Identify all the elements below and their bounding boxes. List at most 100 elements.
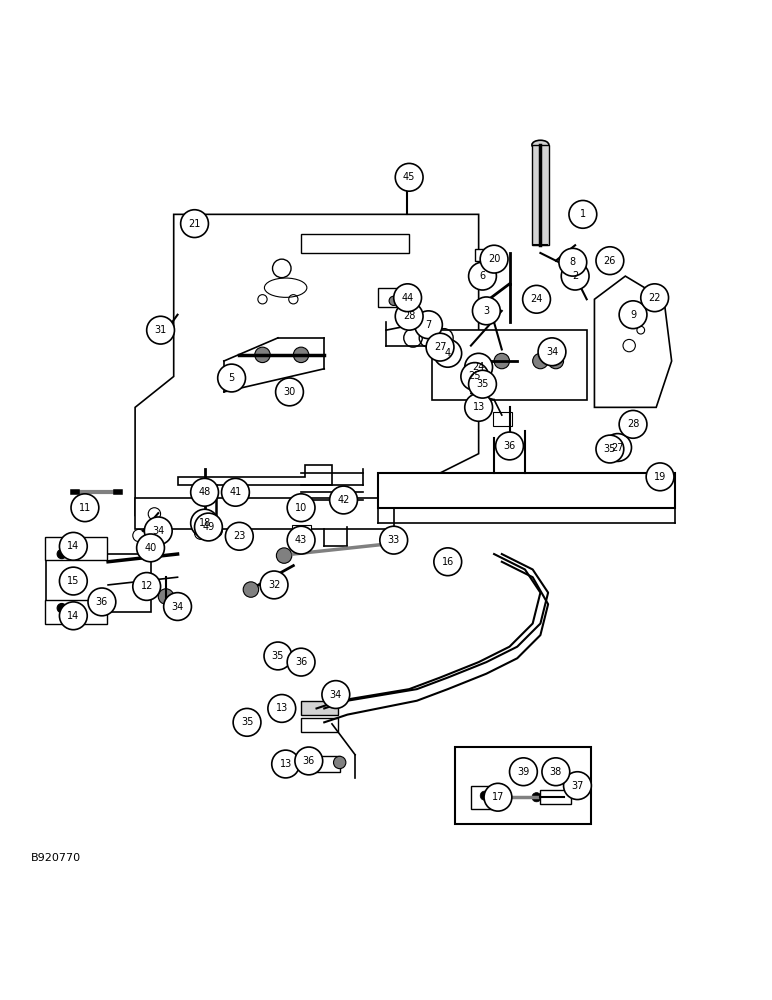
Bar (471, 786, 502, 809)
Bar (45, 600, 107, 624)
Circle shape (532, 793, 541, 802)
Text: 31: 31 (154, 325, 167, 335)
Circle shape (641, 284, 669, 312)
Circle shape (322, 681, 350, 708)
Text: 14: 14 (67, 541, 80, 551)
Text: 8: 8 (570, 257, 576, 267)
Text: 2: 2 (572, 271, 578, 281)
Circle shape (604, 434, 631, 461)
Circle shape (469, 262, 496, 290)
Ellipse shape (532, 140, 549, 150)
Text: 34: 34 (152, 526, 164, 536)
Circle shape (559, 248, 587, 276)
Circle shape (426, 333, 454, 361)
Text: 43: 43 (295, 535, 307, 545)
Text: 36: 36 (503, 441, 516, 451)
Text: 35: 35 (476, 379, 489, 389)
Circle shape (434, 339, 462, 367)
Circle shape (57, 603, 66, 613)
Circle shape (137, 534, 164, 562)
Text: 28: 28 (627, 419, 639, 429)
Circle shape (619, 410, 647, 438)
Text: 32: 32 (268, 580, 280, 590)
Circle shape (148, 508, 161, 520)
Text: 37: 37 (571, 781, 584, 791)
Bar (455, 747, 591, 824)
Circle shape (195, 513, 222, 541)
Text: 15: 15 (67, 576, 80, 586)
Circle shape (243, 582, 259, 597)
Circle shape (480, 245, 508, 273)
Text: 49: 49 (202, 522, 215, 532)
Circle shape (465, 393, 493, 421)
Text: 23: 23 (233, 531, 245, 541)
Polygon shape (378, 473, 676, 508)
Circle shape (59, 567, 87, 595)
Circle shape (646, 463, 674, 491)
Bar (301, 756, 340, 772)
Text: 13: 13 (472, 402, 485, 412)
Polygon shape (432, 330, 587, 400)
Circle shape (402, 171, 411, 180)
Circle shape (260, 571, 288, 599)
Circle shape (484, 783, 512, 811)
Text: 16: 16 (442, 557, 454, 567)
Text: 25: 25 (469, 371, 481, 381)
Text: 24: 24 (472, 362, 485, 372)
Text: 21: 21 (188, 219, 201, 229)
Circle shape (542, 758, 570, 786)
Circle shape (533, 353, 548, 369)
Text: 40: 40 (144, 543, 157, 553)
Text: 28: 28 (403, 311, 415, 321)
Circle shape (164, 593, 191, 620)
Text: 9: 9 (630, 310, 636, 320)
Circle shape (548, 353, 564, 369)
Circle shape (496, 432, 523, 460)
Text: 48: 48 (198, 487, 211, 497)
Circle shape (133, 573, 161, 600)
Bar (532, 145, 549, 245)
Circle shape (538, 338, 566, 366)
Text: 41: 41 (229, 487, 242, 497)
Circle shape (465, 353, 493, 381)
Circle shape (272, 750, 300, 778)
Circle shape (222, 478, 249, 506)
Text: 38: 38 (550, 767, 562, 777)
Text: 30: 30 (283, 387, 296, 397)
Circle shape (147, 316, 174, 344)
Text: 39: 39 (517, 767, 530, 777)
Circle shape (88, 588, 116, 616)
Polygon shape (301, 234, 409, 253)
Text: 44: 44 (401, 293, 414, 303)
Circle shape (158, 589, 174, 604)
Circle shape (218, 364, 245, 392)
Circle shape (59, 602, 87, 630)
Bar (292, 525, 311, 540)
Circle shape (191, 478, 218, 506)
Circle shape (619, 301, 647, 329)
Circle shape (395, 163, 423, 191)
Circle shape (287, 526, 315, 554)
Circle shape (564, 772, 591, 800)
Circle shape (494, 353, 510, 369)
Circle shape (197, 519, 212, 534)
Text: 27: 27 (434, 342, 446, 352)
Circle shape (276, 548, 292, 563)
Circle shape (461, 363, 489, 390)
Circle shape (210, 525, 222, 537)
Text: 36: 36 (96, 597, 108, 607)
Text: 22: 22 (648, 293, 661, 303)
Text: 10: 10 (295, 503, 307, 513)
Circle shape (191, 509, 218, 537)
Circle shape (287, 494, 315, 522)
Text: 35: 35 (272, 651, 284, 661)
Circle shape (389, 296, 398, 305)
Text: 35: 35 (241, 717, 253, 727)
Bar (493, 412, 512, 426)
Circle shape (144, 517, 172, 545)
Text: 6: 6 (479, 271, 486, 281)
Text: 7: 7 (425, 320, 432, 330)
Text: 34: 34 (171, 602, 184, 612)
Circle shape (505, 434, 514, 443)
Circle shape (596, 247, 624, 275)
